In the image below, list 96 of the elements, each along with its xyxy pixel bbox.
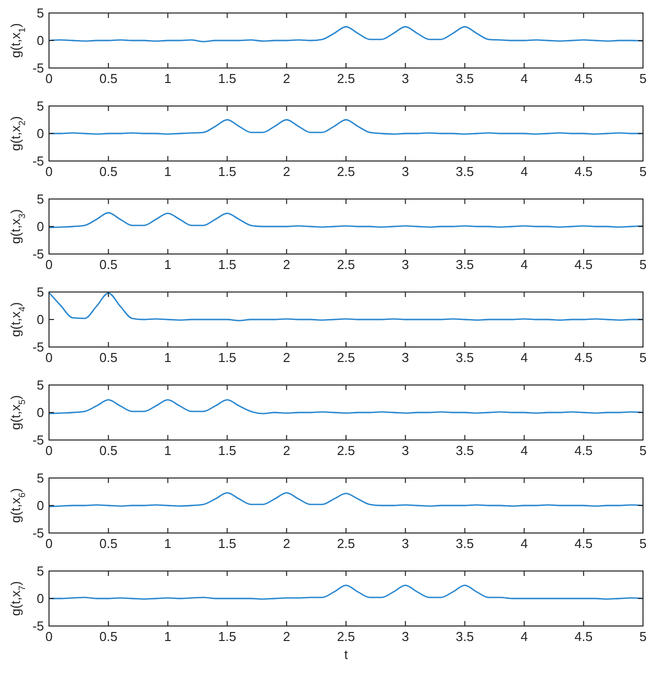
line-series: [48, 212, 644, 228]
x-tick-label: 4.5: [574, 71, 593, 86]
x-tick-label: 2.5: [336, 71, 356, 86]
x-tick-label: 1.5: [218, 71, 236, 86]
x-tick-label: 3.5: [456, 443, 474, 458]
x-tick-label: 3: [402, 629, 410, 644]
x-tick-label: 3: [402, 71, 410, 86]
x-tick-label: 2: [282, 536, 290, 551]
x-tick-label: 1.5: [218, 350, 236, 365]
x-tick-label: 3: [402, 350, 410, 365]
x-tick-label: 4: [520, 164, 528, 179]
line-series: [48, 399, 644, 414]
y-tick-label: 5: [36, 378, 44, 392]
x-tick-label: 3.5: [456, 350, 474, 365]
x-tick-label: 3: [402, 257, 410, 272]
y-tick-label: 5: [36, 470, 44, 486]
x-tick-label: 2.5: [336, 536, 356, 551]
x-tick-label: 1.5: [218, 536, 236, 551]
y-tick-label: -5: [32, 618, 44, 634]
x-tick-label: 1.5: [218, 629, 236, 644]
y-tick-label: -5: [32, 432, 44, 448]
x-tick-label: 0.5: [99, 536, 118, 551]
y-tick-label: 5: [36, 6, 44, 20]
x-tick-label: 4.5: [574, 443, 593, 458]
y-tick-label: 5: [36, 284, 44, 300]
x-tick-label: 4: [520, 71, 528, 86]
x-tick-label: 0.5: [99, 164, 118, 179]
y-tick-label: 0: [36, 126, 44, 141]
y-tick-label: -5: [32, 526, 44, 540]
x-tick-label: 2.5: [336, 257, 356, 272]
y-tick-label: 0: [36, 33, 44, 48]
x-tick-label: 3.5: [456, 71, 474, 86]
y-tick-label: 0: [36, 312, 44, 327]
x-tick-label: 2: [282, 443, 290, 458]
x-tick-label: 3.5: [456, 629, 474, 644]
x-tick-label: 3: [402, 536, 410, 551]
x-tick-label: 4: [520, 629, 528, 644]
y-tick-label: 0: [36, 498, 44, 513]
x-tick-label: 1: [164, 536, 172, 551]
x-tick-label: 5: [639, 536, 647, 551]
x-tick-label: 4.5: [574, 164, 593, 179]
x-tick-label: 2: [282, 350, 290, 365]
x-tick-label: 3.5: [456, 164, 474, 179]
x-tick-label: 0.5: [99, 350, 118, 365]
y-tick-label: 0: [36, 219, 44, 234]
line-series: [48, 492, 644, 508]
x-tick-label: 1: [164, 443, 172, 458]
x-tick-label: 1: [164, 164, 172, 179]
x-tick-label: 4.5: [574, 536, 593, 551]
x-tick-label: 5: [639, 350, 647, 365]
x-tick-label: 4.5: [574, 257, 593, 272]
x-tick-label: 2.5: [336, 350, 356, 365]
x-tick-label: 5: [639, 71, 647, 86]
x-tick-label: 2.5: [336, 164, 356, 179]
x-tick-label: 2: [282, 257, 290, 272]
x-tick-label: 3.5: [456, 257, 474, 272]
x-tick-label: 5: [639, 164, 647, 179]
x-tick-label: 0.5: [99, 71, 118, 86]
y-tick-label: -5: [32, 154, 44, 168]
x-tick-label: 4: [520, 257, 528, 272]
x-tick-label: 4: [520, 350, 528, 365]
y-tick-label: 0: [36, 591, 44, 606]
x-tick-label: 2: [282, 629, 290, 644]
x-tick-label: 4: [520, 443, 528, 458]
x-tick-label: 5: [639, 629, 647, 644]
x-tick-label: 2: [282, 71, 290, 86]
x-tick-label: 5: [639, 257, 647, 272]
x-tick-label: 4.5: [574, 350, 593, 365]
y-tick-label: -5: [32, 60, 44, 76]
y-tick-label: 5: [36, 564, 44, 578]
x-tick-label: 3.5: [456, 536, 474, 551]
y-tick-label: -5: [32, 340, 44, 354]
x-tick-label: 2: [282, 164, 290, 179]
x-tick-label: 1.5: [218, 257, 236, 272]
x-tick-label: 2.5: [336, 629, 356, 644]
y-tick-label: -5: [32, 246, 44, 262]
x-tick-label: 1: [164, 71, 172, 86]
y-tick-label: 5: [36, 98, 44, 114]
x-tick-label: 1.5: [218, 443, 236, 458]
line-series: [48, 26, 644, 42]
x-tick-label: 1: [164, 629, 172, 644]
x-tick-label: 1: [164, 257, 172, 272]
y-tick-label: 5: [36, 192, 44, 206]
x-tick-label: 5: [639, 443, 647, 458]
x-tick-label: 2.5: [336, 443, 356, 458]
x-tick-label: 4: [520, 536, 528, 551]
x-tick-label: 0.5: [99, 443, 118, 458]
x-tick-label: 3: [402, 164, 410, 179]
x-tick-label: 3: [402, 443, 410, 458]
x-tick-label: 4.5: [574, 629, 593, 644]
x-tick-label: 1.5: [218, 164, 236, 179]
x-tick-label: 0.5: [99, 257, 118, 272]
x-tick-label: 1: [164, 350, 172, 365]
y-tick-label: 0: [36, 405, 44, 420]
x-axis-title: t: [344, 647, 348, 662]
x-tick-label: 0.5: [99, 629, 118, 644]
